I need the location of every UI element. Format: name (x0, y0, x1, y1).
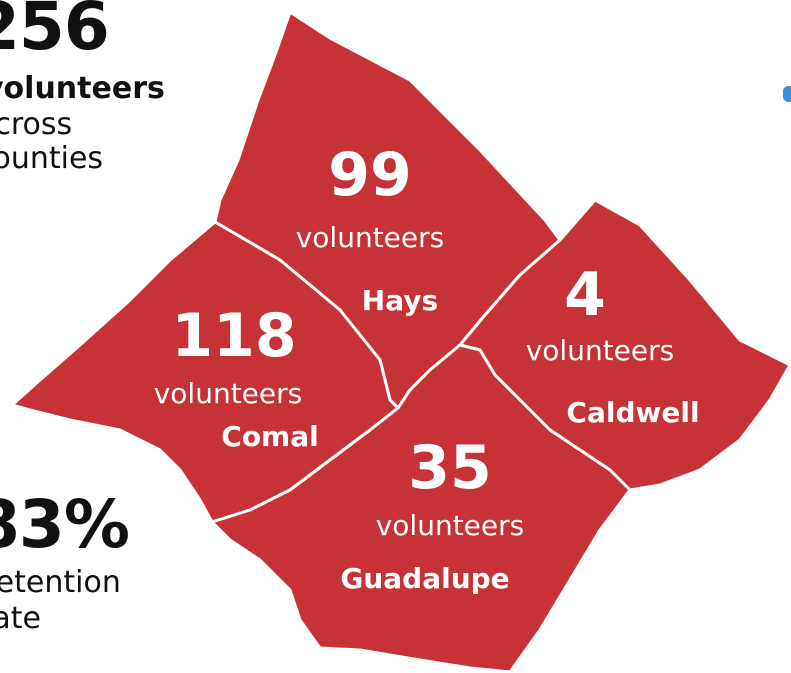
county-hays-name: Hays (362, 284, 438, 317)
county-caldwell-name: Caldwell (566, 396, 699, 429)
county-hays-unit: volunteers (296, 221, 445, 254)
county-hays-count: 99 (328, 140, 412, 210)
county-guadalupe-name: Guadalupe (340, 562, 509, 595)
edge-accent (783, 86, 791, 102)
total-across-label: across (0, 107, 73, 142)
retention-label: retention (0, 565, 121, 600)
county-guadalupe-count: 35 (408, 433, 492, 503)
total-volunteers-number: 256 (0, 0, 110, 65)
total-volunteers-label: volunteers (0, 71, 165, 106)
county-comal-unit: volunteers (154, 377, 303, 410)
county-guadalupe-unit: volunteers (376, 509, 525, 542)
retention-rate-label: rate (0, 601, 41, 636)
county-guadalupe[interactable] (210, 343, 632, 673)
total-stat: 256 volunteers across counties (0, 0, 165, 174)
county-comal[interactable] (10, 220, 400, 524)
county-comal-count: 118 (171, 301, 296, 371)
retention-stat: 83% retention rate (0, 486, 130, 636)
county-caldwell-unit: volunteers (526, 334, 675, 367)
county-comal-name: Comal (221, 420, 318, 453)
total-counties-label: counties (0, 141, 104, 176)
retention-value: 83% (0, 486, 130, 563)
county-caldwell-count: 4 (564, 260, 606, 330)
